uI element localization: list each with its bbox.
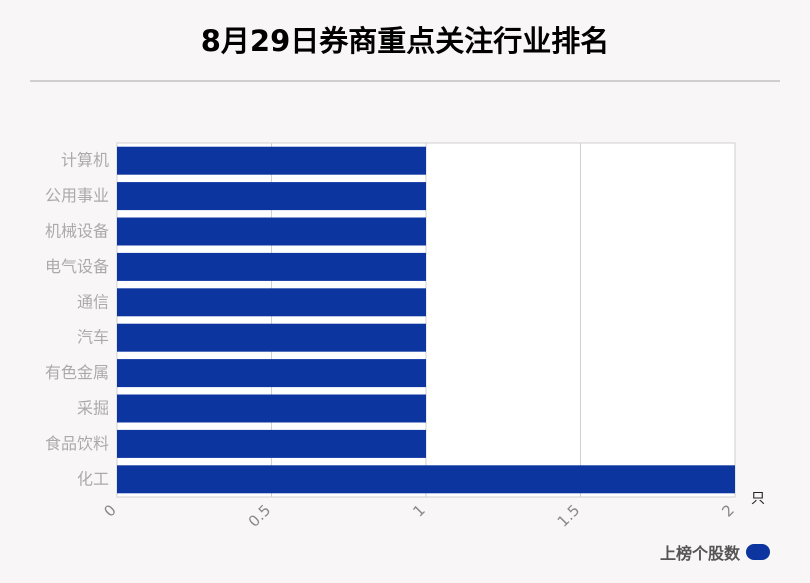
title-divider [30, 80, 780, 82]
y-category-label: 化工 [77, 469, 109, 488]
x-tick-label: 1 [409, 501, 428, 520]
legend-label: 上榜个股数 [659, 544, 740, 563]
bar [117, 217, 426, 246]
bar [117, 252, 426, 281]
y-category-label: 食品饮料 [45, 434, 109, 453]
legend: 上榜个股数 [660, 540, 770, 564]
x-tick-label: 1.5 [554, 501, 584, 531]
y-category-label: 采掘 [77, 399, 109, 418]
x-tick-label: 2 [718, 501, 737, 520]
bar [117, 359, 426, 388]
x-tick-label: 0.5 [245, 501, 275, 531]
y-category-label: 通信 [77, 292, 109, 311]
bar [117, 394, 426, 423]
bar [117, 465, 735, 494]
y-category-label: 公用事业 [45, 186, 109, 205]
y-category-label: 电气设备 [45, 257, 109, 276]
bar [117, 146, 426, 175]
bar [117, 429, 426, 458]
legend-swatch[interactable] [746, 544, 770, 560]
x-tick-label: 0 [100, 501, 119, 520]
x-unit-label: 只 [751, 491, 765, 507]
bar [117, 288, 426, 317]
chart-title: 8月29日券商重点关注行业排名 [200, 24, 610, 58]
bar [117, 323, 426, 352]
y-category-label: 汽车 [77, 328, 109, 347]
bar [117, 182, 426, 211]
y-category-label: 有色金属 [45, 363, 109, 382]
y-category-label: 机械设备 [45, 222, 109, 241]
y-category-label: 计算机 [61, 151, 109, 170]
